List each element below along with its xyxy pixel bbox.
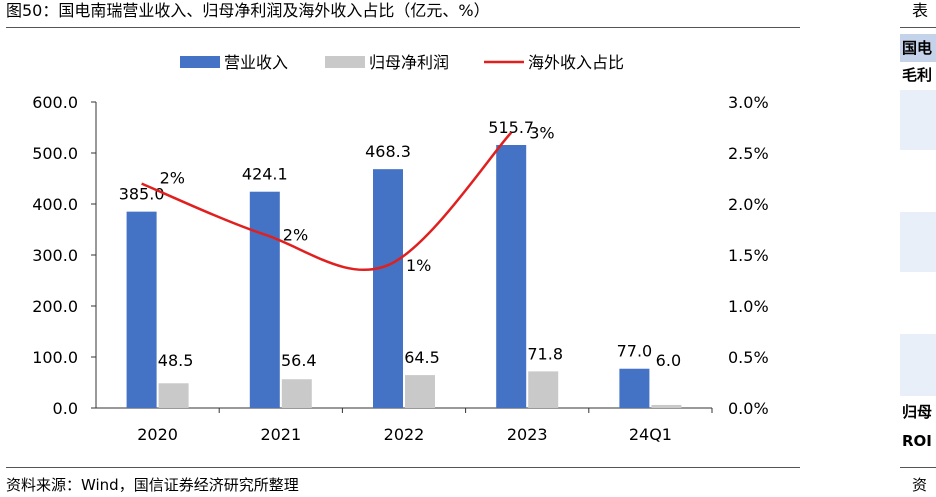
y-tick-label-left: 200.0 <box>32 297 78 316</box>
legend-label: 营业收入 <box>224 53 288 72</box>
side-table-row-label: 归母 <box>902 403 933 421</box>
bar-net-profit <box>281 379 312 408</box>
y-tick-label-right: 2.0% <box>728 195 769 214</box>
bar-revenue <box>496 144 527 409</box>
side-source-rule <box>900 467 936 468</box>
bar-revenue <box>126 211 157 408</box>
side-title-rule <box>900 27 936 28</box>
y-tick-label-left: 300.0 <box>32 246 78 265</box>
figure-source: 资料来源：Wind，国信证券经济研究所整理 <box>6 476 299 494</box>
side-table-band <box>900 90 936 150</box>
x-tick-label: 2020 <box>137 425 178 444</box>
line-data-label: 1% <box>406 256 431 275</box>
bar-data-label: 56.4 <box>281 351 317 370</box>
y-tick-label-left: 0.0 <box>53 399 78 418</box>
title-rule <box>6 27 800 28</box>
source-rule <box>6 467 800 468</box>
bar-data-label: 385.0 <box>119 185 165 204</box>
bar-data-label: 424.1 <box>242 165 288 184</box>
bar-net-profit <box>528 371 559 408</box>
bar-data-label: 468.3 <box>365 142 411 161</box>
y-tick-label-right: 3.0% <box>728 93 769 112</box>
line-data-label: 2% <box>283 226 308 245</box>
x-tick-label: 24Q1 <box>629 425 672 444</box>
y-tick-label-left: 600.0 <box>32 93 78 112</box>
bar-net-profit <box>158 383 189 408</box>
side-table-row-label: ROI <box>902 432 932 450</box>
figure-title: 图50：国电南瑞营业收入、归母净利润及海外收入占比（亿元、%） <box>6 1 490 20</box>
x-tick-label: 2022 <box>384 425 425 444</box>
legend-swatch <box>325 56 365 68</box>
bar-net-profit <box>651 404 682 408</box>
legend-label: 海外收入占比 <box>528 53 624 72</box>
bar-data-label: 71.8 <box>527 344 563 363</box>
bar-net-profit <box>405 375 435 408</box>
x-tick-label: 2023 <box>507 425 548 444</box>
x-tick-label: 2021 <box>260 425 301 444</box>
line-data-label: 2% <box>160 169 185 188</box>
bar-data-label: 6.0 <box>656 351 681 370</box>
y-tick-label-right: 2.5% <box>728 144 769 163</box>
y-tick-label-right: 0.5% <box>728 348 769 367</box>
side-table-source: 资 <box>912 476 928 494</box>
side-table-title: 表 <box>912 1 929 20</box>
bar-revenue <box>249 191 280 408</box>
y-tick-label-right: 1.5% <box>728 246 769 265</box>
line-overseas-ratio <box>141 131 513 272</box>
legend-swatch <box>180 56 220 68</box>
bar-data-label: 515.7 <box>488 118 534 137</box>
bar-data-label: 77.0 <box>617 342 653 361</box>
line-data-label: 3% <box>529 124 554 143</box>
bar-data-label: 64.5 <box>404 348 440 367</box>
side-table-row-label: 毛利 <box>902 66 933 84</box>
bar-data-label: 48.5 <box>158 351 194 370</box>
y-tick-label-right: 0.0% <box>728 399 769 418</box>
side-table-band <box>900 212 936 272</box>
bar-revenue <box>619 368 650 408</box>
bar-revenue <box>373 169 403 408</box>
side-table-band <box>900 334 936 396</box>
y-tick-label-right: 1.0% <box>728 297 769 316</box>
y-tick-label-left: 400.0 <box>32 195 78 214</box>
legend-label: 归母净利润 <box>369 53 449 72</box>
combo-chart: 0.0 100.0 200.0 300.0 400.0 500.0 600.0 0.0% 0.5… <box>32 53 769 444</box>
side-table-header: 国电 <box>900 34 936 62</box>
y-tick-label-left: 100.0 <box>32 348 78 367</box>
y-tick-label-left: 500.0 <box>32 144 78 163</box>
